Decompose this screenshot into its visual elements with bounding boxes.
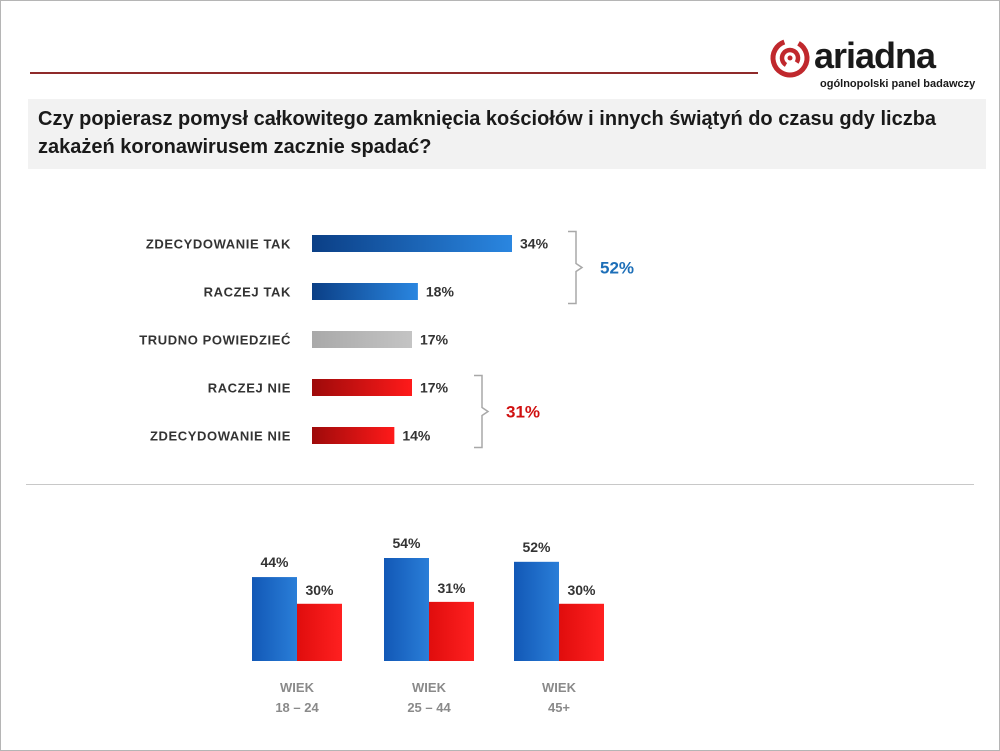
age-range-label: 45+ <box>548 700 570 715</box>
logo-tagline: ogólnopolski panel badawczy <box>820 78 976 90</box>
negative-bar <box>297 603 342 661</box>
negative-bar <box>559 603 604 661</box>
category-label: ZDECYDOWANIE TAK <box>146 237 291 252</box>
group-total-label: 31% <box>506 403 540 422</box>
category-label: RACZEJ NIE <box>208 381 291 396</box>
group-bracket <box>474 374 490 449</box>
age-group-label: WIEK <box>542 680 577 695</box>
category-label: TRUDNO POWIEDZIEĆ <box>139 333 291 348</box>
bar-4 <box>312 379 412 396</box>
category-label: RACZEJ TAK <box>204 285 291 300</box>
positive-value-label: 52% <box>522 539 551 555</box>
positive-value-label: 54% <box>392 535 421 551</box>
negative-value-label: 30% <box>567 582 596 598</box>
positive-bar <box>514 561 559 661</box>
bar-1 <box>312 235 512 252</box>
question-panel: Czy popierasz pomysł całkowitego zamknię… <box>28 99 986 169</box>
bar-5 <box>312 427 395 444</box>
age-range-label: 18 – 24 <box>275 700 319 715</box>
value-label: 18% <box>426 284 455 300</box>
negative-value-label: 31% <box>437 580 466 596</box>
age-group-label: WIEK <box>412 680 447 695</box>
age-group-label: WIEK <box>280 680 315 695</box>
spiral-logo-icon <box>770 38 810 78</box>
value-label: 17% <box>420 332 449 348</box>
logo-wordmark: ariadna <box>814 35 936 76</box>
group-bracket <box>568 230 584 305</box>
age-range-label: 25 – 44 <box>407 700 451 715</box>
category-label: ZDECYDOWANIE NIE <box>150 429 291 444</box>
positive-bar <box>384 558 429 661</box>
header-rule <box>30 72 758 74</box>
bar-2 <box>312 283 418 300</box>
horizontal-bar-chart: ZDECYDOWANIE TAK 34% RACZEJ TAK 18% TRUDNO P… <box>139 230 634 449</box>
ariadna-logo: ariadna ogólnopolski panel badawczy <box>768 36 990 96</box>
age-group-bar-chart: 44% 30% WIEK 18 – 24 54% 31% WIEK 25 – 44 52% 30%… <box>252 535 604 715</box>
negative-value-label: 30% <box>305 582 334 598</box>
bar-3 <box>312 331 412 348</box>
value-label: 17% <box>420 380 449 396</box>
group-total-label: 52% <box>600 259 634 278</box>
positive-bar <box>252 577 297 661</box>
positive-value-label: 44% <box>260 554 289 570</box>
value-label: 14% <box>402 428 431 444</box>
negative-bar <box>429 601 474 661</box>
section-divider <box>26 484 974 485</box>
question-title: Czy popierasz pomysł całkowitego zamknię… <box>38 108 937 158</box>
value-label: 34% <box>520 236 549 252</box>
